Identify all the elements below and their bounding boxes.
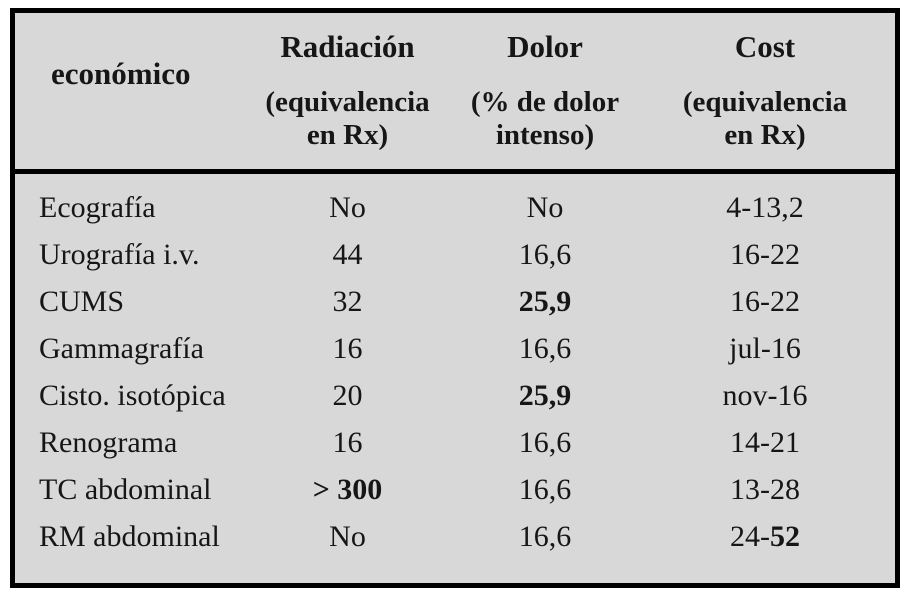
pain-value: 16,6: [518, 425, 572, 459]
procedure-label: Cisto. isotópica: [39, 378, 226, 412]
cell-radiation: > 300: [240, 473, 455, 507]
header-cell-economico: económico: [15, 13, 240, 169]
procedure-label: CUMS: [39, 284, 125, 318]
pain-value: 16,6: [518, 472, 572, 506]
cell-radiation: 16: [240, 426, 455, 460]
header-subtitle-dolor: (% de dolor intenso): [470, 86, 620, 151]
cell-procedure: Renograma: [15, 426, 240, 460]
cell-pain: 16,6: [455, 473, 635, 507]
cell-radiation: No: [240, 191, 455, 225]
cell-pain: 16,6: [455, 332, 635, 366]
cell-radiation: 32: [240, 285, 455, 319]
table-header-row: económico Radiación (equivalencia en Rx)…: [15, 13, 895, 174]
cost-value: 4-13,2: [726, 190, 804, 224]
radiation-value: No: [329, 519, 366, 553]
procedure-label: TC abdominal: [39, 472, 212, 506]
header-title-radiacion: Radiación: [280, 29, 415, 64]
header-cell-radiacion: Radiación (equivalencia en Rx): [240, 13, 455, 169]
radiation-value: 16: [332, 331, 363, 365]
procedure-label: Ecografía: [39, 190, 156, 224]
header-cell-dolor: Dolor (% de dolor intenso): [455, 13, 635, 169]
cell-pain: No: [455, 191, 635, 225]
cell-procedure: RM abdominal: [15, 520, 240, 554]
cell-radiation: 44: [240, 238, 455, 272]
cost-value-bold: 52: [770, 519, 800, 553]
radiation-value: 44: [332, 237, 363, 271]
procedure-label: RM abdominal: [39, 519, 220, 553]
table-row: Ecografía No No 4-13,2: [15, 184, 895, 231]
cell-cost: 4-13,2: [635, 191, 895, 225]
cell-pain: 25,9: [455, 379, 635, 413]
cell-cost: 13-28: [635, 473, 895, 507]
table-row: Renograma 16 16,6 14-21: [15, 419, 895, 466]
cost-value: 14-21: [730, 425, 800, 459]
cost-value: 16-22: [730, 237, 800, 271]
pain-value: No: [526, 190, 564, 224]
cell-pain: 16,6: [455, 426, 635, 460]
radiation-value: 16: [332, 425, 363, 459]
procedure-label: Urografía i.v.: [39, 237, 200, 271]
header-title-cost: Cost: [734, 29, 796, 64]
table-row: Urografía i.v. 44 16,6 16-22: [15, 231, 895, 278]
cell-radiation: 16: [240, 332, 455, 366]
cost-value: 24-: [730, 519, 770, 553]
cell-cost: 16-22: [635, 238, 895, 272]
table-row: Cisto. isotópica 20 25,9 nov-16: [15, 372, 895, 419]
pain-value-bold: 25,9: [518, 378, 572, 412]
radiation-value: No: [329, 190, 366, 224]
radiation-value-bold: > 300: [312, 472, 383, 506]
table-row: Gammagrafía 16 16,6 jul-16: [15, 325, 895, 372]
cell-cost: 14-21: [635, 426, 895, 460]
cell-cost: jul-16: [635, 332, 895, 366]
pain-value-bold: 25,9: [518, 284, 572, 318]
procedure-label: Renograma: [39, 425, 178, 459]
cell-cost: 16-22: [635, 285, 895, 319]
table-row: CUMS 32 25,9 16-22: [15, 278, 895, 325]
cell-radiation: 20: [240, 379, 455, 413]
cell-procedure: Urografía i.v.: [15, 238, 240, 272]
header-cell-cost: Cost (equivalencia en Rx): [635, 13, 895, 169]
pain-value: 16,6: [518, 331, 572, 365]
header-subtitle-cost: (equivalencia en Rx): [682, 86, 848, 151]
cell-radiation: No: [240, 520, 455, 554]
cell-procedure: Gammagrafía: [15, 332, 240, 366]
cell-pain: 16,6: [455, 238, 635, 272]
header-title-dolor: Dolor: [507, 29, 583, 64]
cost-value: nov-16: [722, 378, 808, 412]
cell-procedure: Cisto. isotópica: [15, 379, 240, 413]
table-body: Ecografía No No 4-13,2 Urografía i.v. 44…: [15, 174, 895, 560]
procedure-label: Gammagrafía: [39, 331, 204, 365]
table-row: TC abdominal > 300 16,6 13-28: [15, 466, 895, 513]
pain-value: 16,6: [518, 519, 572, 553]
cell-procedure: CUMS: [15, 285, 240, 319]
cell-procedure: Ecografía: [15, 191, 240, 225]
radiation-value: 32: [332, 284, 363, 318]
radiation-value: 20: [332, 378, 363, 412]
cell-pain: 16,6: [455, 520, 635, 554]
cell-pain: 25,9: [455, 285, 635, 319]
cost-value: 16-22: [730, 284, 800, 318]
header-title-economico: económico: [51, 56, 191, 91]
pain-value: 16,6: [518, 237, 572, 271]
cell-cost: 24-52: [635, 520, 895, 554]
cost-value: jul-16: [729, 331, 801, 365]
cost-value: 13-28: [730, 472, 800, 506]
cell-cost: nov-16: [635, 379, 895, 413]
cell-procedure: TC abdominal: [15, 473, 240, 507]
comparison-table: económico Radiación (equivalencia en Rx)…: [10, 8, 900, 588]
header-subtitle-radiacion: (equivalencia en Rx): [265, 86, 430, 151]
table-row: RM abdominal No 16,6 24-52: [15, 513, 895, 560]
